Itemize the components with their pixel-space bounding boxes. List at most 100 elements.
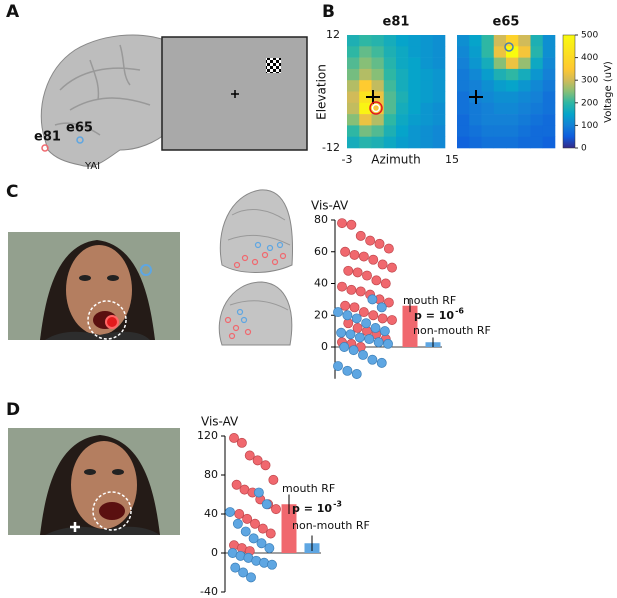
heatmap-cell — [530, 35, 544, 47]
heatmap-cell — [420, 68, 434, 81]
colorbar-label: Voltage (uV) — [603, 61, 614, 123]
heatmap-cell — [347, 46, 360, 58]
data-point — [252, 455, 263, 466]
colorbar-tick-label: 500 — [581, 31, 598, 41]
region-label: YAI — [84, 161, 100, 172]
heatmap-cell — [493, 91, 507, 104]
heatmap-cell — [506, 35, 519, 47]
data-point — [342, 310, 353, 321]
heatmap-cell — [371, 35, 385, 47]
heatmap-cell — [469, 114, 482, 126]
heatmap-cell — [542, 46, 556, 58]
heatmap-cell — [432, 46, 446, 58]
x-tick-label: 15 — [445, 153, 459, 166]
heatmap-cell — [408, 35, 421, 47]
heatmap-cell — [420, 114, 434, 126]
heatmap-cell — [347, 102, 360, 115]
data-point — [383, 297, 394, 308]
bar-label: non-mouth RF — [413, 324, 491, 337]
heatmap-cell — [420, 80, 434, 92]
rf-marker — [369, 101, 383, 115]
heatmap-cell — [396, 68, 409, 81]
y-tick-label: 0 — [211, 546, 218, 559]
heatmap-cell — [432, 102, 446, 115]
data-point — [264, 543, 275, 554]
heatmap-cell — [396, 114, 409, 126]
data-point — [371, 275, 382, 286]
data-point — [377, 313, 388, 324]
data-point — [236, 437, 247, 448]
heatmap-cell — [359, 91, 372, 104]
heatmap-cell — [347, 91, 360, 104]
heatmap-cell — [493, 68, 507, 81]
heatmap-cell — [518, 102, 531, 115]
data-point — [383, 243, 394, 254]
data-point — [354, 332, 365, 343]
chart-title: Vis-AV — [201, 415, 239, 429]
heatmap-cell — [457, 102, 470, 115]
bar-label: mouth RF — [282, 482, 335, 495]
heatmap-cell — [408, 80, 421, 92]
bar-label: mouth RF — [403, 294, 456, 307]
heatmap-cell — [420, 102, 434, 115]
fixation-cross — [469, 90, 483, 104]
heatmap-cell — [383, 57, 397, 70]
heatmap-cell — [481, 80, 495, 92]
p-value-exponent: -6 — [455, 307, 464, 316]
data-point — [364, 334, 375, 345]
heatmap-cell — [359, 114, 372, 126]
data-point — [352, 323, 363, 333]
data-point — [348, 345, 359, 356]
heatmap-cell — [432, 125, 446, 137]
y-tick-label: -40 — [200, 585, 218, 598]
colorbar — [562, 34, 576, 149]
heatmap-cell — [432, 68, 446, 81]
colorbar-tick-label: 100 — [581, 121, 598, 131]
heatmap-cell — [542, 136, 556, 149]
heatmap-cell — [481, 57, 495, 70]
heatmap-cell — [518, 46, 531, 58]
chart-title: Vis-AV — [311, 199, 349, 213]
data-point — [355, 286, 366, 297]
heatmap-cell — [518, 68, 531, 81]
rf-marker — [371, 103, 381, 113]
data-point — [376, 302, 387, 313]
heatmap-cell — [432, 91, 446, 104]
data-point — [342, 365, 353, 376]
heatmap-cell — [408, 114, 421, 126]
data-point — [257, 523, 268, 534]
heatmap-cell — [542, 102, 556, 115]
heatmap-cell — [493, 125, 507, 137]
panel-label: B — [322, 2, 335, 22]
heatmap-cell — [481, 91, 495, 104]
p-value-exponent: -3 — [333, 500, 342, 509]
data-point — [345, 329, 356, 340]
colorbar-tick-label: 200 — [581, 98, 598, 108]
heatmap-cell — [359, 80, 372, 92]
heatmap-cell — [506, 57, 519, 70]
data-point — [368, 310, 379, 321]
heatmap-cell — [506, 80, 519, 92]
heatmap-cell — [347, 136, 360, 149]
data-point — [349, 302, 360, 313]
data-point — [355, 230, 366, 241]
heatmap-cell — [481, 102, 495, 115]
data-point — [346, 284, 357, 295]
data-point — [225, 507, 235, 517]
heatmap-cell — [469, 102, 482, 115]
electrode-label: e65 — [66, 121, 93, 136]
heatmap-cell — [518, 125, 531, 137]
data-point — [367, 354, 378, 365]
heatmap-cell — [347, 57, 360, 70]
heatmap-cell — [347, 125, 360, 137]
heatmap-cell — [493, 35, 507, 47]
y-tick-label: 40 — [204, 507, 218, 520]
heatmap-cell — [371, 46, 385, 58]
checkerboard — [266, 58, 281, 73]
data-point — [358, 307, 369, 318]
heatmap-cell — [371, 80, 385, 92]
heatmap-cell — [542, 125, 556, 137]
heatmap-cell — [432, 136, 446, 149]
data-point — [333, 361, 343, 371]
